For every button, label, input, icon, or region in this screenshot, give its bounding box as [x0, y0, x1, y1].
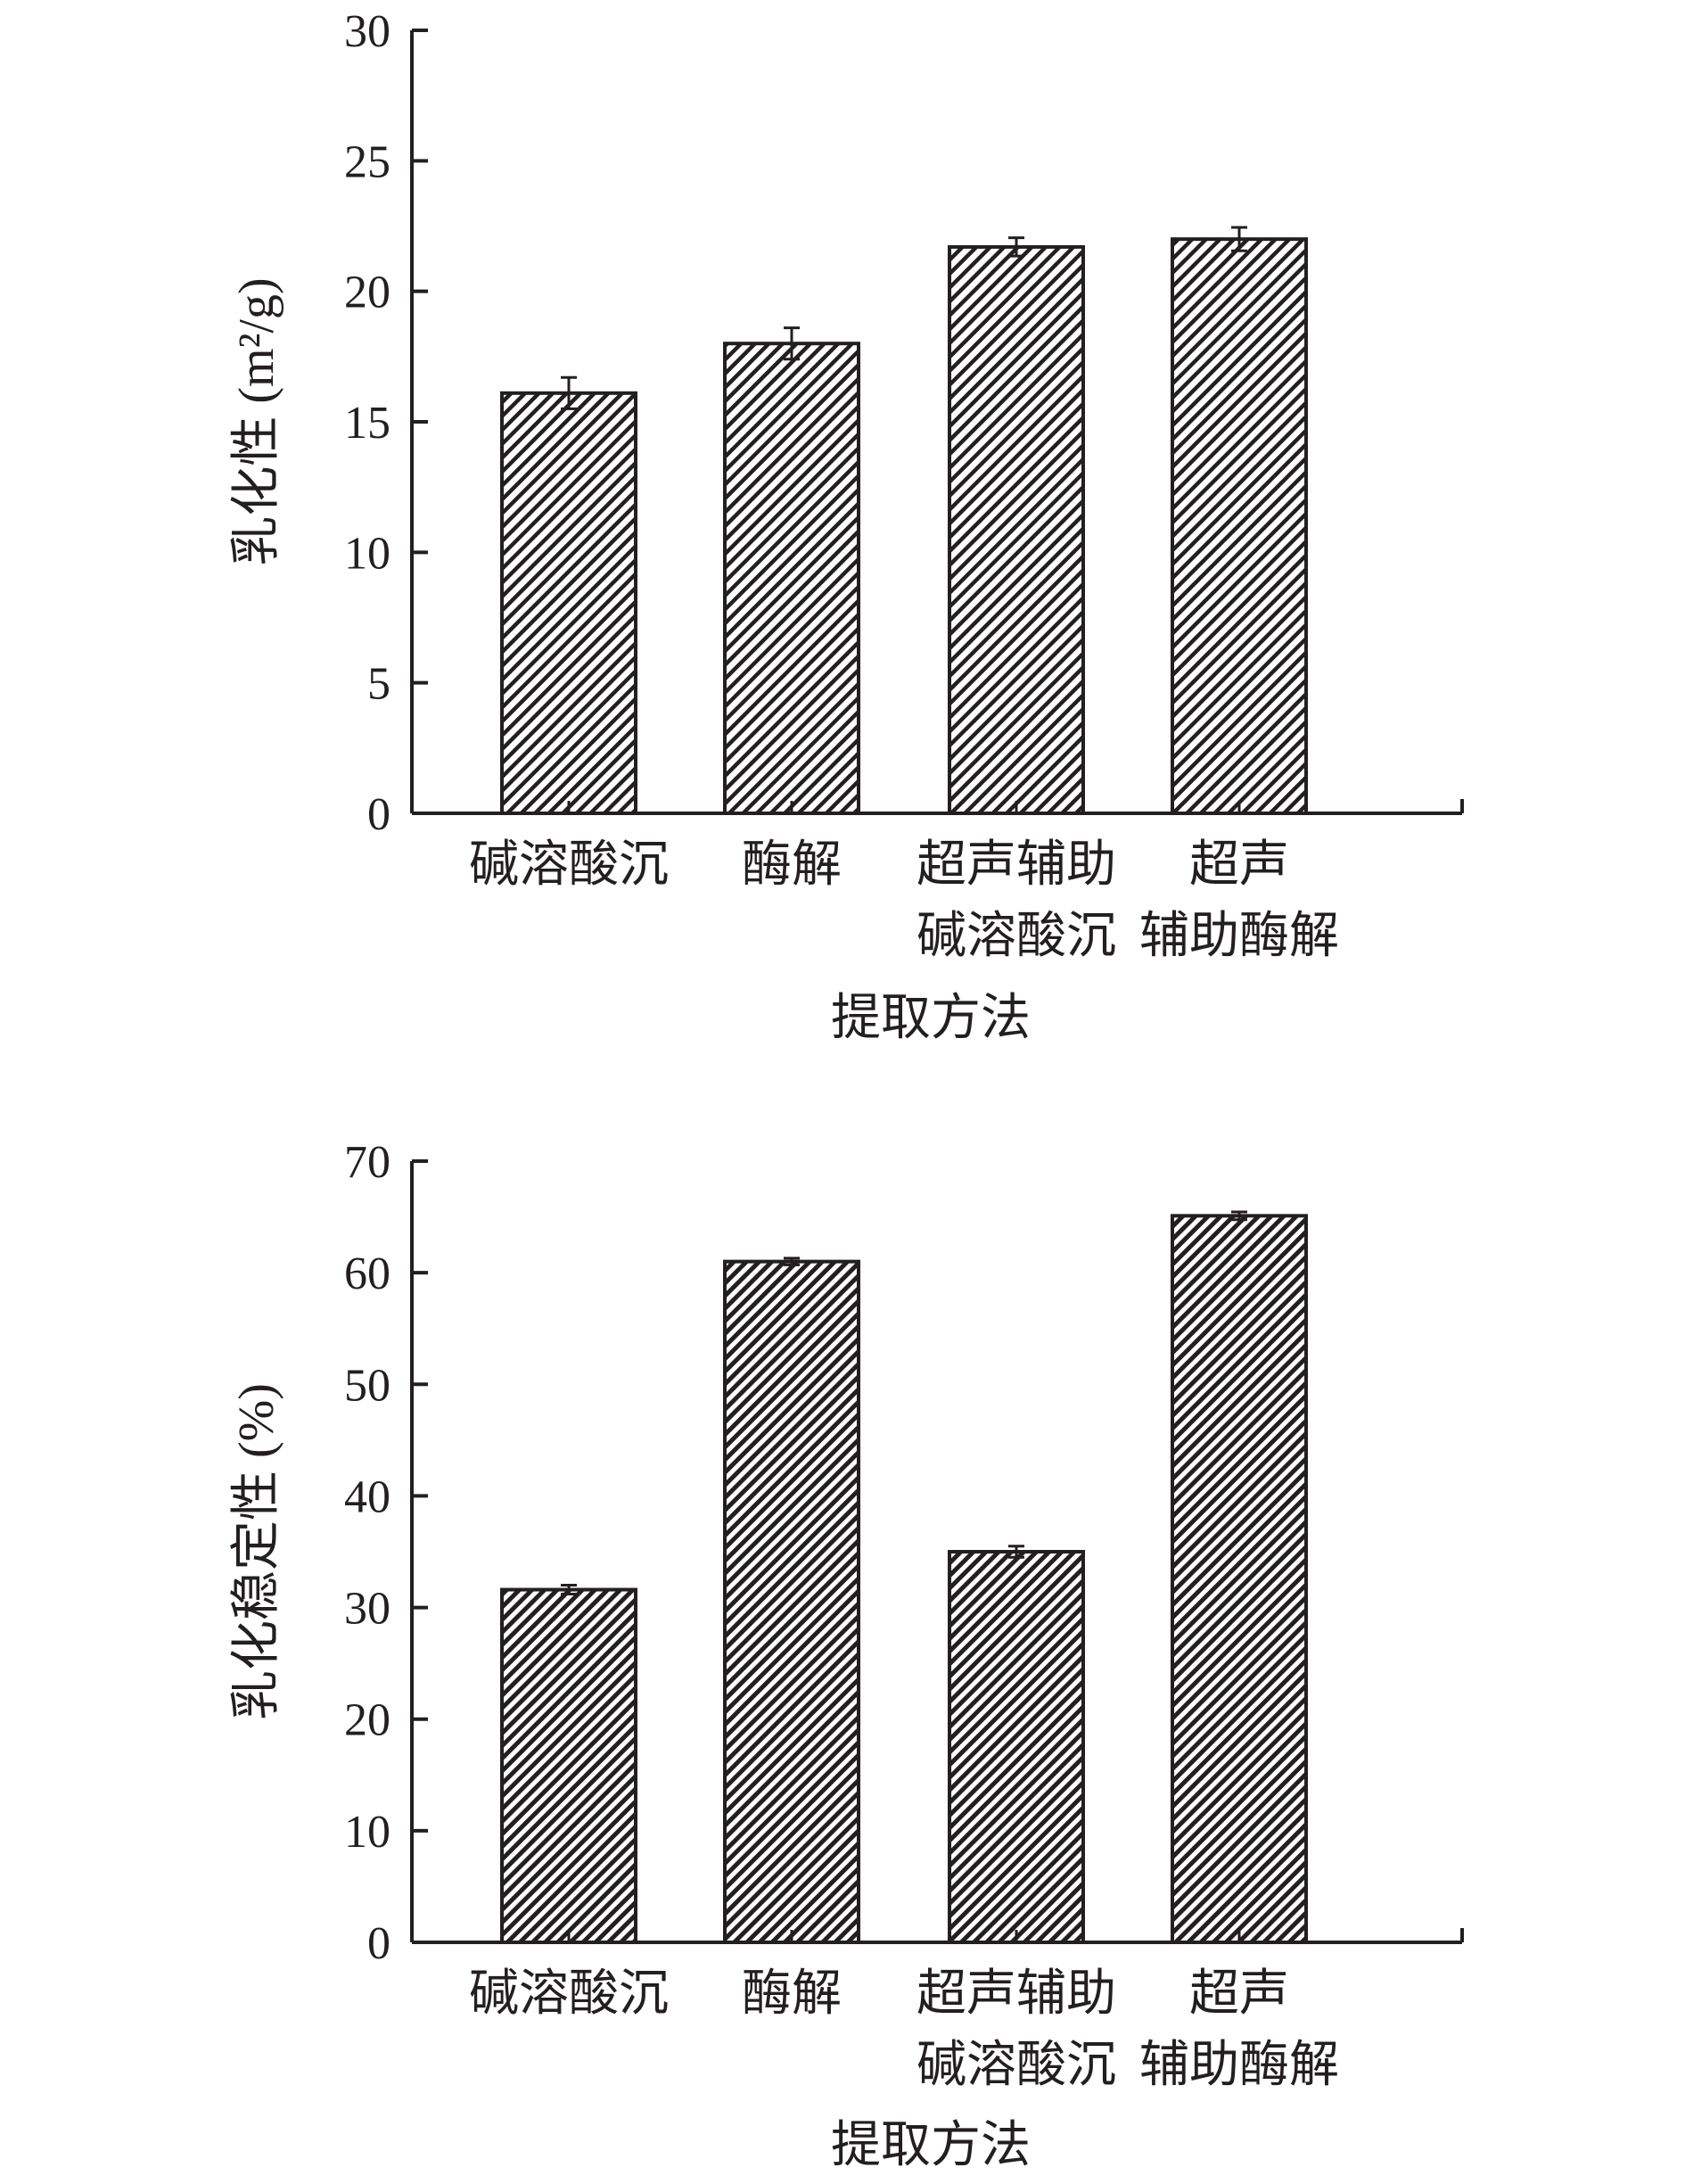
x-category-label: 超声	[1189, 1966, 1289, 2022]
x-axis-title: 提取方法	[831, 991, 1031, 1046]
y-tick-label: 15	[344, 398, 390, 449]
x-category-label: 辅助酶解	[1139, 909, 1339, 964]
bar	[1171, 1214, 1308, 1944]
y-tick-label: 70	[344, 1137, 390, 1188]
x-category-label: 酶解	[742, 1966, 842, 2022]
x-category-label: 辅助酶解	[1139, 2038, 1339, 2093]
x-category-label: 碱溶酸沉	[469, 837, 669, 893]
bar	[500, 1587, 637, 1944]
bar	[723, 342, 860, 815]
y-tick-label: 50	[344, 1360, 390, 1411]
bar	[948, 244, 1085, 815]
x-category-label: 超声辅助	[916, 1966, 1116, 2022]
y-axis-title: 乳化稳定性 (%)	[229, 1383, 284, 1720]
x-axis-title: 提取方法	[831, 2118, 1031, 2173]
y-tick-label: 10	[344, 1807, 390, 1858]
y-tick-label: 0	[367, 789, 390, 840]
y-tick-label: 30	[344, 1584, 390, 1635]
x-category-label: 超声辅助	[916, 837, 1116, 893]
x-category-label: 碱溶酸沉	[916, 909, 1116, 964]
x-category-label: 碱溶酸沉	[469, 1966, 669, 2022]
y-axis-title: 乳化性 (m²/g)	[229, 277, 284, 565]
y-tick-label: 20	[344, 1695, 390, 1746]
y-tick-label: 40	[344, 1471, 390, 1522]
bar	[723, 1259, 860, 1944]
bar	[1171, 237, 1308, 815]
y-tick-label: 60	[344, 1249, 390, 1299]
y-tick-label: 25	[344, 136, 390, 187]
x-category-label: 酶解	[742, 837, 842, 893]
y-tick-label: 5	[367, 659, 390, 710]
bar	[948, 1550, 1085, 1944]
y-tick-label: 0	[367, 1918, 390, 1969]
x-category-label: 超声	[1189, 837, 1289, 893]
y-tick-label: 20	[344, 268, 390, 318]
x-category-label: 碱溶酸沉	[916, 2038, 1116, 2093]
y-tick-label: 30	[344, 6, 390, 57]
bar	[500, 391, 637, 815]
y-tick-label: 10	[344, 528, 390, 579]
